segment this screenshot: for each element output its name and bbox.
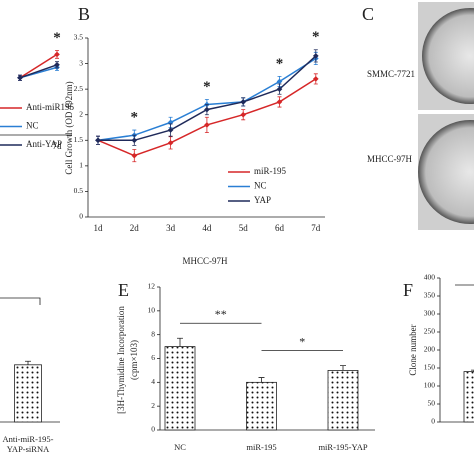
significance-marker: * [312, 29, 320, 45]
error-bar [177, 337, 183, 347]
point [54, 61, 60, 68]
y-tick-label: 12 [148, 282, 156, 291]
bar [164, 346, 196, 431]
y-tick-label: 2.5 [74, 84, 84, 93]
y-tick-label: 50 [428, 399, 436, 408]
x-tick-label: Anti-miR-195-YAP-siRNA [2, 434, 54, 454]
significance-marker: * [299, 334, 305, 348]
error-bar [25, 360, 31, 365]
x-tick-label: miR-195-YAP [318, 442, 368, 452]
bar [463, 371, 474, 423]
x-tick-label: 3d [166, 223, 176, 233]
y-axis-label: Cell Growth (OD 492nm) [64, 81, 74, 174]
panel-label: E [118, 280, 129, 300]
legend-label: Anti-YAP [26, 139, 62, 149]
y-tick-label: 0 [79, 212, 83, 221]
dish [418, 120, 474, 224]
x-tick-label: 7d [53, 141, 63, 151]
error-bar [471, 369, 474, 372]
y-tick-label: 400 [424, 273, 436, 282]
y-tick-label: 3 [79, 58, 83, 67]
point [131, 137, 138, 144]
y-axis-label: Clone number [408, 324, 418, 375]
significance-marker: * [276, 56, 284, 72]
y-tick-label: 100 [424, 381, 436, 390]
significance-marker: ** [215, 307, 227, 321]
point [204, 106, 210, 113]
point [204, 122, 210, 128]
point [312, 76, 319, 82]
y-tick-label: 0 [151, 425, 155, 434]
significance-marker: * [203, 79, 211, 95]
x-tick-label: 5d [239, 223, 249, 233]
point [240, 99, 247, 105]
dish [422, 8, 474, 104]
panel-label: F [403, 280, 413, 300]
point [131, 152, 138, 159]
x-axis-label: MHCC-97H [182, 256, 228, 266]
point [276, 78, 283, 85]
significance-line [0, 297, 41, 305]
y-tick-label: 2 [79, 109, 83, 118]
series-line [19, 64, 58, 79]
y-tick-label: 1 [79, 161, 83, 170]
x-tick-label: miR-195 [246, 442, 277, 452]
y-tick-label: 4 [151, 377, 155, 386]
error-bar [258, 377, 265, 383]
bar [246, 381, 277, 431]
y-tick-label: 6 [151, 353, 155, 362]
y-tick-label: 10 [148, 306, 156, 315]
y-tick-label: 250 [424, 327, 436, 336]
y-tick-label: 3.5 [74, 33, 84, 42]
y-tick-label: 2 [151, 401, 155, 410]
point [276, 86, 283, 92]
legend-label: Anti-miR195 [26, 102, 75, 112]
x-tick-label: 7d [311, 223, 321, 233]
x-tick-label: 6d [275, 223, 285, 233]
y-axis-label: [3H-Thymidine Incorporation [116, 306, 126, 414]
point [240, 111, 247, 118]
y-tick-label: 1.5 [74, 135, 84, 144]
panel-label: B [78, 4, 90, 24]
y-tick-label: 300 [424, 309, 436, 318]
legend-label: NC [254, 181, 267, 191]
point [276, 99, 283, 105]
legend-label: YAP [254, 195, 271, 205]
panel-label: C [362, 4, 374, 24]
y-tick-label: 0 [431, 417, 435, 426]
x-tick-label: 4d [202, 223, 212, 233]
row-label: SMMC-7721 [367, 69, 415, 79]
point [95, 137, 101, 144]
y-tick-label: 350 [424, 291, 436, 300]
point [167, 140, 174, 146]
y-tick-label: 150 [424, 363, 436, 372]
y-tick-label: 200 [424, 345, 436, 354]
legend-label: NC [26, 121, 39, 131]
significance-marker: * [53, 30, 61, 46]
point [17, 74, 23, 81]
y-tick-label: 8 [151, 329, 155, 338]
y-tick-label: 0.5 [74, 186, 84, 195]
legend-label: miR-195 [254, 166, 287, 176]
point [167, 127, 174, 133]
y-axis-label: (cpm×103) [129, 340, 139, 380]
x-tick-label: NC [174, 442, 186, 452]
bar [14, 364, 42, 423]
significance-marker: * [131, 109, 139, 125]
series-line [19, 53, 58, 79]
bar [327, 370, 359, 431]
row-label: MHCC-97H [367, 154, 413, 164]
error-bar [340, 365, 346, 371]
x-tick-label: 1d [94, 223, 104, 233]
x-tick-label: 2d [130, 223, 140, 233]
